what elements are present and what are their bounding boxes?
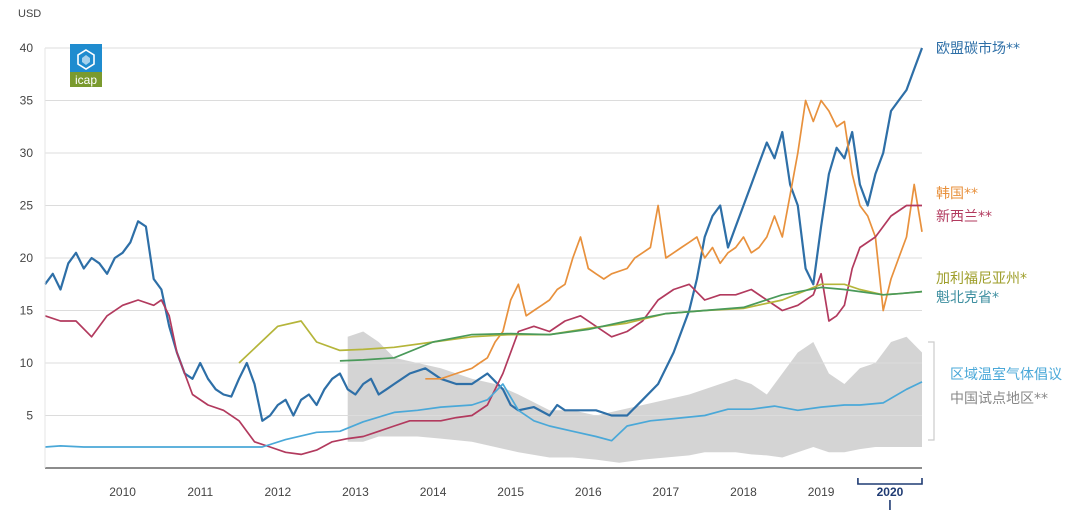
x-tick-2014: 2014 [420, 485, 447, 499]
series-label-1: 韩国** [936, 186, 978, 202]
series-label-0: 欧盟碳市场** [936, 40, 1020, 57]
y-tick-30: 30 [20, 146, 34, 160]
y-tick-10: 10 [20, 356, 34, 370]
series-label-5: 区域温室气体倡议 [950, 366, 1062, 383]
axis-layer: 5 10 15 20 25 30 35 40 2010 2011 2012 2013 2014 2015 2… [20, 41, 923, 510]
y-tick-40: 40 [20, 41, 34, 55]
series-line-4 [339, 286, 923, 362]
y-tick-35: 35 [20, 94, 34, 108]
x-tick-2018: 2018 [730, 485, 757, 499]
series-line-3 [238, 283, 923, 364]
x-tick-2015: 2015 [497, 485, 524, 499]
series-line-1 [425, 99, 923, 380]
series-label-4: 魁北克省* [936, 290, 999, 306]
logo-text: icap [75, 73, 97, 87]
series-line-2 [44, 204, 922, 456]
y-tick-25: 25 [20, 199, 34, 213]
y-tick-20: 20 [20, 251, 34, 265]
x-tick-2013: 2013 [342, 485, 369, 499]
series-band-6 [347, 331, 922, 463]
x-tick-2016: 2016 [575, 485, 602, 499]
y-tick-15: 15 [20, 304, 34, 318]
x-tick-2010: 2010 [109, 485, 136, 499]
series-line-5 [44, 381, 923, 448]
y-unit-label: USD [18, 8, 41, 20]
label-layer: 欧盟碳市场** 韩国** 新西兰** 加利福尼亚州* 魁北克省* 区域温室气体倡议中国试点… [928, 40, 1062, 441]
series-label-3: 加利福尼亚州* [936, 271, 1027, 287]
label-bracket [928, 341, 935, 441]
x-tick-2011: 2011 [187, 485, 213, 499]
series-label-6: 中国试点地区** [950, 391, 1048, 407]
highlight-bracket [857, 478, 923, 485]
grid-layer [45, 47, 922, 416]
icap-logo: icap [70, 44, 102, 87]
x-tick-2019: 2019 [808, 485, 835, 499]
x-tick-2017: 2017 [653, 485, 680, 499]
series-label-2: 新西兰** [936, 209, 992, 225]
highlight-year-label: 2020 [877, 485, 904, 499]
x-tick-2012: 2012 [264, 485, 291, 499]
y-tick-5: 5 [26, 409, 33, 423]
series-layer [44, 47, 924, 456]
band-layer [347, 331, 922, 463]
